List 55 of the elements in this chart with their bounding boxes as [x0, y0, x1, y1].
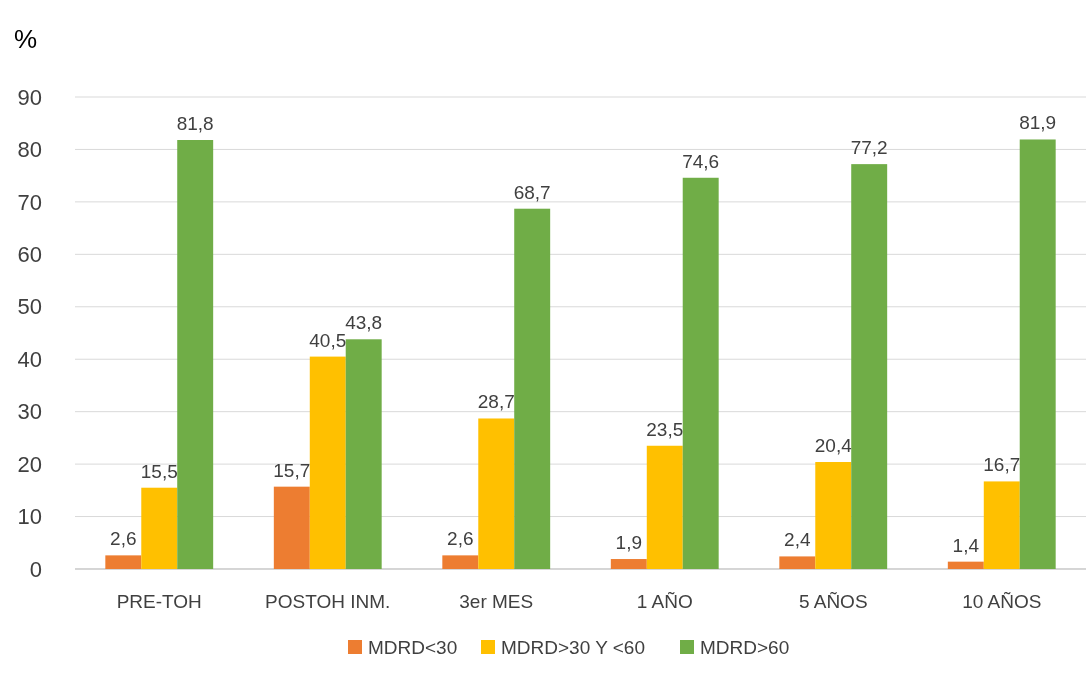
data-label: 2,6 — [110, 528, 137, 550]
legend-label: MDRD>60 — [700, 636, 790, 658]
data-label: 2,6 — [447, 528, 474, 550]
y-tick-label: 90 — [17, 84, 42, 110]
bar — [105, 555, 142, 569]
bar — [442, 555, 479, 569]
data-label: 15,7 — [273, 459, 311, 481]
data-label: 23,5 — [646, 418, 684, 440]
x-tick-label: 3er MES — [459, 591, 534, 612]
bar — [947, 561, 984, 569]
y-tick-label: 80 — [17, 137, 42, 163]
y-tick-label: 30 — [17, 399, 42, 425]
x-tick-label: PRE-TOH — [116, 591, 202, 612]
data-label: 77,2 — [850, 137, 888, 159]
x-tick-label: 1 AÑO — [636, 591, 693, 612]
data-label: 81,8 — [176, 113, 214, 134]
bar — [478, 418, 515, 569]
bar — [177, 140, 214, 569]
data-label: 68,7 — [513, 181, 551, 203]
data-label: 74,6 — [682, 150, 720, 172]
y-tick-label: 60 — [17, 242, 42, 268]
data-label: 81,9 — [1019, 112, 1057, 134]
bar — [682, 177, 719, 569]
bar — [141, 487, 178, 569]
data-label: 2,4 — [784, 529, 811, 551]
legend-label: MDRD>30 Y <60 — [501, 636, 645, 658]
bar — [309, 356, 346, 569]
data-label: 43,8 — [345, 312, 383, 334]
bar — [646, 445, 683, 569]
data-label: 1,9 — [615, 532, 643, 554]
bar — [779, 556, 816, 569]
bar — [610, 559, 647, 569]
bar — [514, 208, 551, 569]
legend-label: MDRD<30 — [368, 636, 458, 658]
y-tick-label: 40 — [17, 346, 42, 372]
data-label: 40,5 — [309, 329, 347, 351]
data-label: 28,7 — [477, 391, 515, 413]
data-label: 1,4 — [952, 534, 980, 556]
bar — [345, 339, 382, 569]
bar — [851, 164, 888, 569]
y-axis-title: % — [14, 24, 38, 54]
y-tick-label: 70 — [17, 189, 42, 215]
x-tick-label: 10 AÑOS — [962, 591, 1042, 612]
y-tick-label: 10 — [17, 504, 42, 530]
bar — [815, 462, 852, 569]
x-tick-label: 5 AÑOS — [798, 591, 868, 612]
y-tick-label: 50 — [17, 294, 42, 320]
y-tick-label: 0 — [29, 556, 42, 582]
data-label: 16,7 — [983, 454, 1021, 476]
bar — [1019, 139, 1056, 569]
data-label: 15,5 — [140, 460, 178, 482]
y-tick-label: 20 — [17, 451, 42, 477]
x-tick-label: POSTOH INM. — [265, 591, 391, 612]
bar — [273, 486, 310, 569]
bar — [983, 481, 1020, 569]
